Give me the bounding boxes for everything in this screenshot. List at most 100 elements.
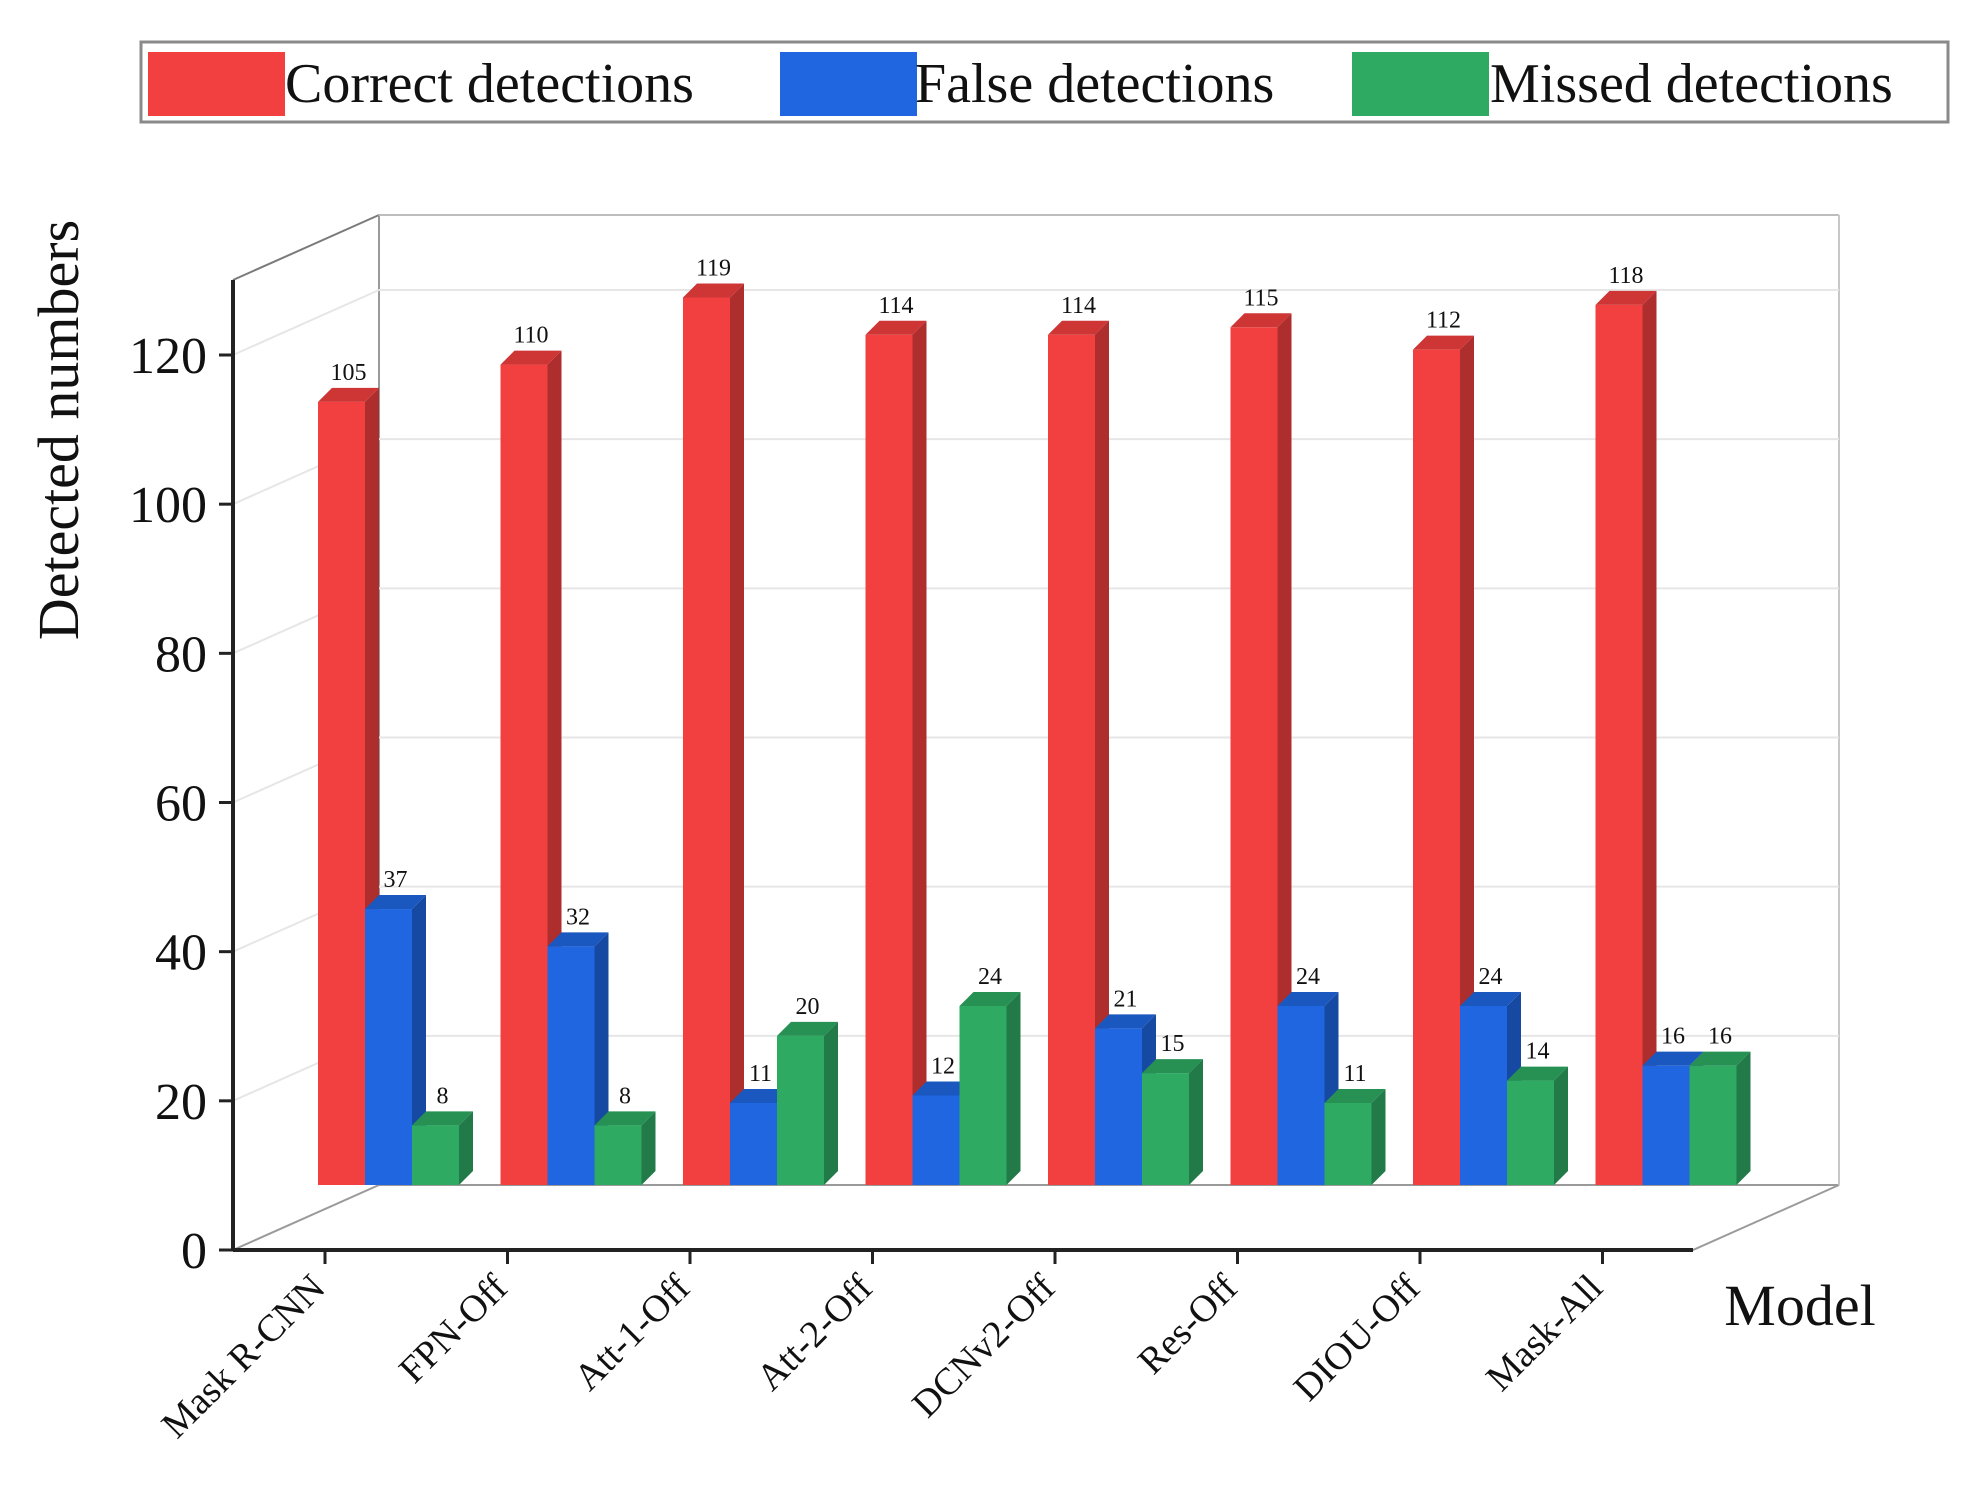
bar (912, 1081, 974, 1185)
bar-top (683, 283, 744, 298)
x-tick-label: Mask-All (1478, 1267, 1611, 1400)
bar-front (318, 401, 365, 1185)
data-label: 105 (331, 360, 367, 386)
bar (594, 1111, 656, 1185)
y-tick-label: 40 (155, 925, 207, 982)
bar (1142, 1059, 1203, 1185)
bar-top (318, 387, 379, 402)
bar (777, 1021, 838, 1185)
data-label: 16 (1661, 1024, 1685, 1050)
bar-front (594, 1125, 642, 1185)
bar (1048, 320, 1109, 1185)
y-tick-label: 0 (181, 1223, 207, 1280)
legend-box (139, 40, 1950, 124)
x-tick-label: Att-1-Off (566, 1266, 698, 1398)
y-tick-label: 20 (155, 1074, 207, 1131)
legend-label: Missed detections (1490, 53, 1893, 115)
bar-front (959, 1006, 1007, 1185)
data-label: 115 (1243, 285, 1278, 311)
bar-front (1324, 1102, 1372, 1185)
bar-front (683, 297, 730, 1185)
data-label: 110 (513, 323, 548, 349)
bar-front (1642, 1065, 1690, 1185)
legend-swatch (1352, 52, 1489, 116)
bar (1507, 1066, 1568, 1185)
data-label: 114 (878, 293, 913, 319)
bar-front (1048, 334, 1095, 1185)
bar-front (1142, 1073, 1189, 1185)
bar-front (777, 1035, 824, 1185)
bar-side (1277, 313, 1292, 1186)
data-label: 16 (1708, 1024, 1732, 1050)
x-tick-label: FPN-Off (391, 1266, 516, 1391)
bar-top (1689, 1051, 1751, 1066)
bar (959, 992, 1021, 1185)
x-tick-label: Mask R-CNN (154, 1267, 334, 1447)
bar-front (912, 1095, 960, 1185)
bar-side (459, 1111, 473, 1185)
bar-front (365, 909, 412, 1185)
value-labels-group: 105 37 8 110 32 8 119 11 20 114 12 24 114 21 15 115 24 11… (331, 255, 1733, 1109)
bar-front (1277, 1006, 1325, 1185)
data-label: 114 (1061, 293, 1096, 319)
bar-front (1507, 1080, 1554, 1185)
x-tick-label: Att-2-Off (749, 1266, 881, 1398)
x-tick-label: Res-Off (1130, 1266, 1246, 1382)
bar-top (1507, 1066, 1568, 1081)
bar-side (1642, 290, 1657, 1186)
x-axis-title: Model (1724, 1273, 1875, 1338)
bar (865, 320, 927, 1185)
legend: Correct detections False detections Missed… (139, 40, 1950, 124)
data-label: 24 (1479, 964, 1503, 990)
x-tick-label: DCNv2-Off (904, 1266, 1063, 1425)
y-tick-label: 60 (155, 776, 207, 833)
bar-front (412, 1125, 459, 1185)
data-label: 15 (1161, 1031, 1185, 1057)
bar-top (1230, 313, 1292, 328)
data-label: 12 (931, 1054, 955, 1080)
bar-front (1413, 349, 1460, 1186)
data-label: 112 (1426, 308, 1461, 334)
bar (1324, 1088, 1386, 1185)
bar (547, 932, 609, 1185)
bar-front (1230, 327, 1278, 1186)
frame-edge-left (232, 214, 380, 281)
bar-top (547, 932, 609, 947)
bar (500, 350, 562, 1185)
bar-top (1595, 290, 1657, 305)
data-label: 11 (749, 1061, 772, 1087)
bar-side (1189, 1059, 1203, 1185)
bar-top (594, 1111, 656, 1126)
bar-side (1554, 1066, 1568, 1185)
data-label: 119 (696, 255, 731, 281)
bar (1595, 290, 1657, 1186)
grid-line-side (232, 289, 380, 356)
bar-top (959, 992, 1021, 1006)
bar (1413, 335, 1474, 1186)
data-label: 14 (1526, 1039, 1550, 1065)
bar-top (912, 1081, 974, 1096)
bar-top (865, 320, 927, 335)
data-label: 118 (1608, 263, 1643, 289)
bar-front (730, 1102, 777, 1185)
data-label: 24 (978, 964, 1002, 990)
legend-swatch (148, 52, 285, 116)
bar (412, 1111, 473, 1185)
bar-top (730, 1088, 791, 1103)
bar-top (1413, 335, 1474, 350)
bar-top (777, 1021, 838, 1036)
y-axis-title: Detected numbers (26, 220, 91, 640)
bar-side (641, 1111, 656, 1185)
y-tick-label: 100 (129, 477, 207, 534)
y-tick-label: 120 (129, 328, 207, 385)
legend-label: False detections (915, 53, 1274, 115)
bar-top (500, 350, 562, 365)
bar-side (730, 283, 744, 1185)
floor-plane (232, 1184, 1840, 1251)
data-label: 11 (1343, 1061, 1366, 1087)
data-label: 24 (1296, 964, 1320, 990)
data-label: 32 (566, 904, 590, 930)
data-label: 37 (384, 867, 408, 893)
bar (1689, 1051, 1751, 1185)
